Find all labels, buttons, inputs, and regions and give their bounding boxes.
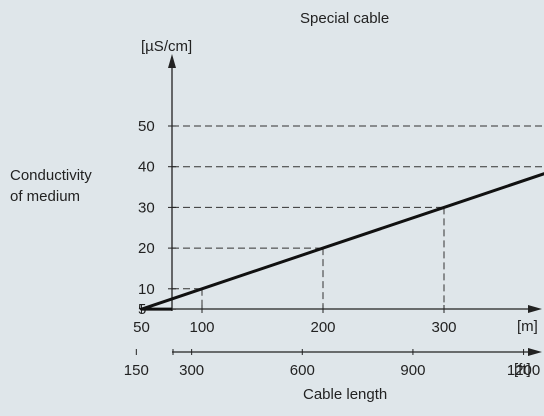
x-tick-label-ft: 900 bbox=[400, 362, 425, 379]
x-tick-label-ft: 600 bbox=[290, 362, 315, 379]
x-axis-unit-ft: [ft] bbox=[514, 361, 531, 378]
chart-title: Special cable bbox=[300, 10, 389, 27]
y-tick-label: 10 bbox=[138, 281, 155, 298]
x-tick-label-m: 200 bbox=[310, 319, 335, 336]
y-axis-label-line-1: Conductivity bbox=[10, 167, 92, 184]
x-axis-ft-arrow bbox=[528, 348, 542, 356]
y-tick-label: 40 bbox=[138, 159, 155, 176]
x-tick-label-ft: 150 bbox=[124, 362, 149, 379]
x-tick-label-m: 100 bbox=[189, 319, 214, 336]
x-tick-label-m: 50 bbox=[133, 319, 150, 336]
x-tick-label-m: 300 bbox=[431, 319, 456, 336]
y-tick-label: 50 bbox=[138, 118, 155, 135]
y-axis-unit: [µS/cm] bbox=[141, 38, 192, 55]
x-axis-m-arrow bbox=[528, 305, 542, 313]
y-tick-label: 30 bbox=[138, 199, 155, 216]
y-axis-arrow bbox=[168, 54, 176, 68]
y-tick-label: 20 bbox=[138, 240, 155, 257]
y-axis-label-line-2: of medium bbox=[10, 188, 80, 205]
x-axis-unit-m: [m] bbox=[517, 318, 538, 335]
series-line bbox=[142, 126, 544, 309]
x-axis-label: Cable length bbox=[303, 386, 387, 403]
x-tick-label-ft: 300 bbox=[179, 362, 204, 379]
